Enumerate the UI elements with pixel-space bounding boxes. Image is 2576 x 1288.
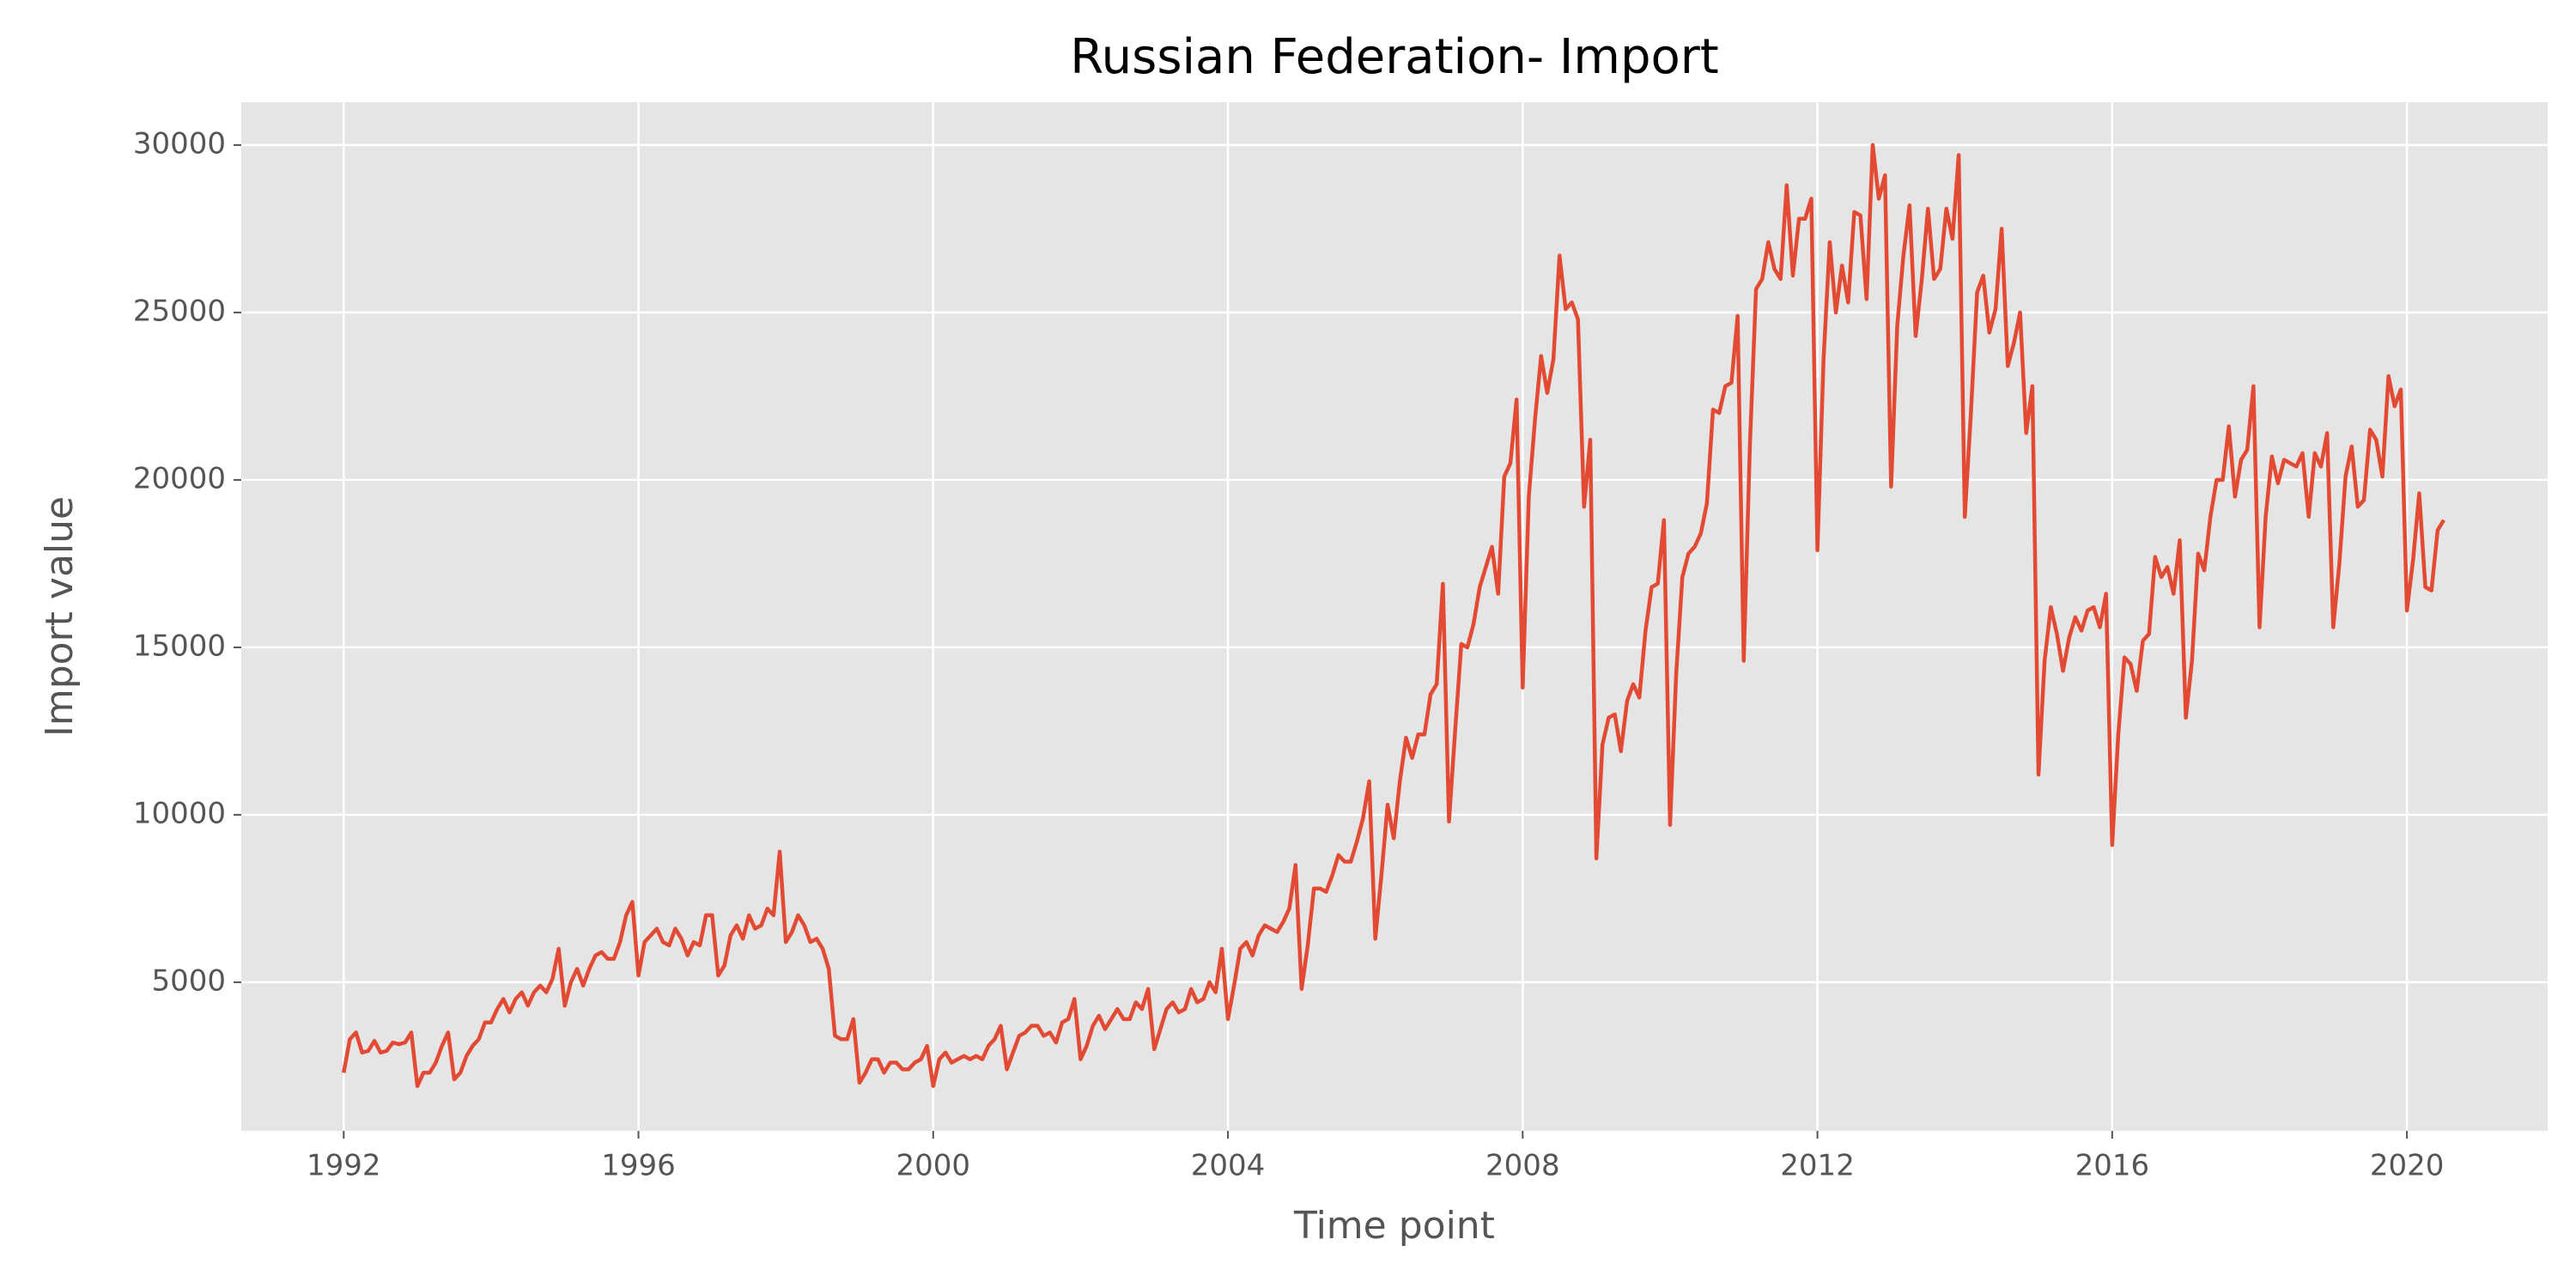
y-tick-label: 30000	[133, 126, 226, 161]
x-tick-label: 2020	[2370, 1149, 2445, 1183]
y-tick-label: 15000	[133, 629, 226, 663]
chart-title: Russian Federation- Import	[1070, 29, 1718, 85]
x-tick-label: 1996	[601, 1149, 676, 1183]
x-tick-label: 2008	[1485, 1149, 1560, 1183]
x-tick-label: 2016	[2075, 1149, 2150, 1183]
y-tick-label: 25000	[133, 294, 226, 328]
x-tick-label: 2000	[896, 1149, 971, 1183]
y-tick-label: 20000	[133, 461, 226, 495]
data-line	[342, 143, 2445, 1089]
y-tick-label: 5000	[151, 963, 226, 998]
plot-area	[241, 102, 2548, 1131]
y-axis-label: Import value	[38, 496, 82, 737]
y-tick-label: 10000	[133, 796, 226, 830]
x-tick-label: 2004	[1191, 1149, 1266, 1183]
x-tick-label: 2012	[1780, 1149, 1855, 1183]
x-tick-label: 1992	[307, 1149, 381, 1183]
x-axis-label: Time point	[1293, 1204, 1495, 1248]
